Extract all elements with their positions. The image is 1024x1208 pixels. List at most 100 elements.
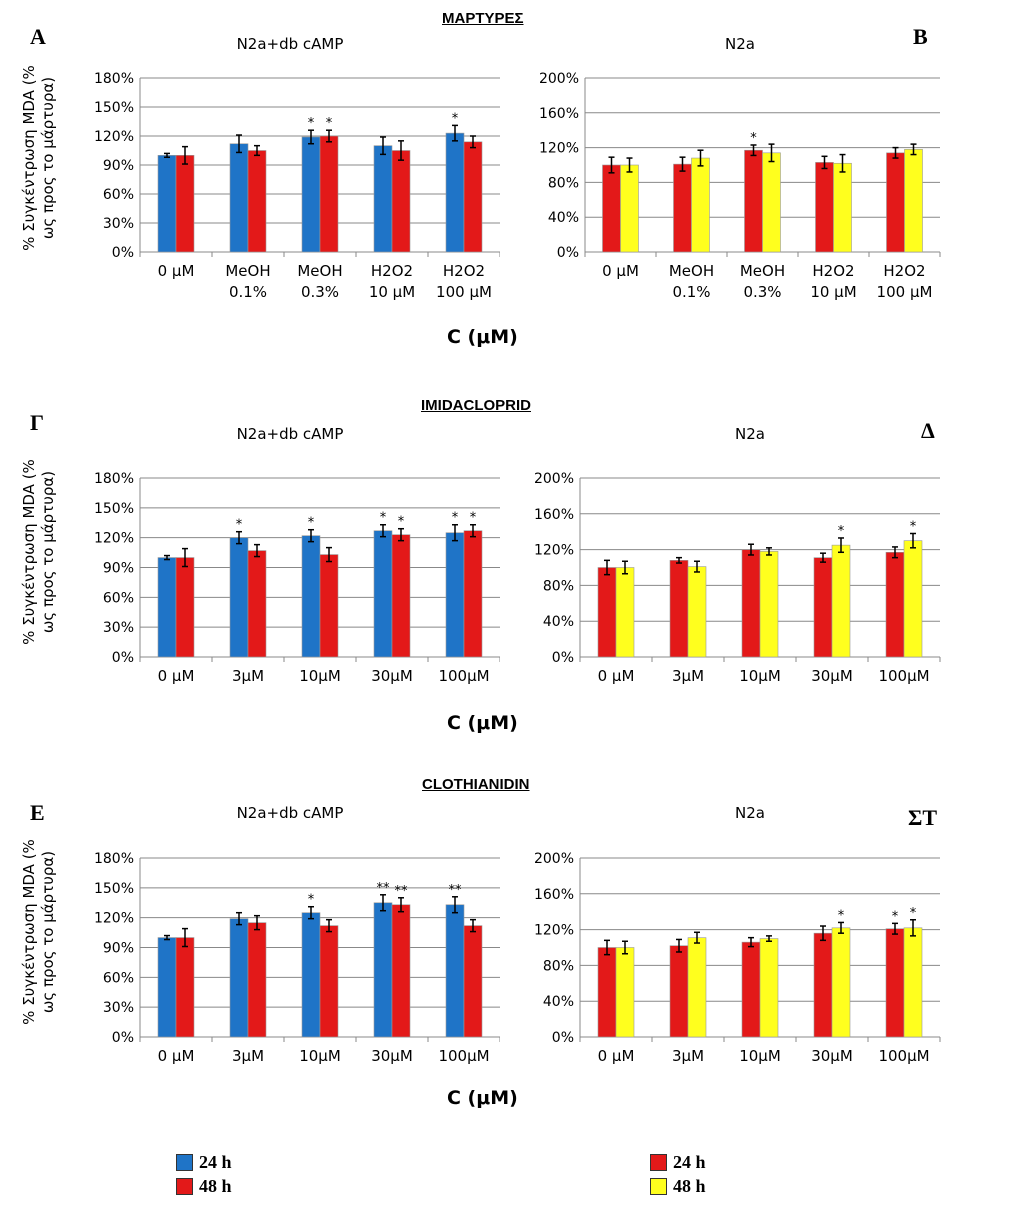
y-tick-label: 0% bbox=[112, 650, 134, 666]
bar bbox=[762, 152, 781, 253]
x-tick-label: 30μM bbox=[371, 667, 413, 685]
chart-epsilon-plot: 0% 30% 60% 90% 120% 150% 180% 0 μM 3μM * 10μM ** ** 3… bbox=[94, 851, 500, 1065]
bar bbox=[597, 567, 617, 658]
y-tick-label: 30% bbox=[103, 1000, 134, 1016]
section-title-clothianidin: CLOTHIANIDIN bbox=[422, 776, 530, 793]
y-tick-label: 160% bbox=[534, 507, 574, 523]
bar bbox=[463, 925, 483, 1038]
significance-mark: * bbox=[398, 515, 405, 530]
chart-title-gamma: N2a+db cAMP bbox=[236, 425, 344, 443]
x-tick-label: H2O2 bbox=[443, 262, 485, 280]
legend-swatch bbox=[176, 1154, 193, 1171]
y-tick-label: 80% bbox=[543, 958, 574, 974]
bar bbox=[886, 152, 905, 253]
bar bbox=[157, 557, 177, 658]
y-tick-label: 200% bbox=[534, 851, 574, 867]
x-tick-label: 100μM bbox=[878, 1047, 929, 1065]
chart-title-a: N2a+db cAMP bbox=[236, 35, 344, 53]
chart-gamma-plot: 0% 30% 60% 90% 120% 150% 180% 0 μM * 3μM * 10μM * * 30… bbox=[94, 471, 500, 685]
y-tick-label: 180% bbox=[94, 71, 134, 87]
bar bbox=[463, 141, 483, 253]
x-tick-label: 30μM bbox=[811, 667, 853, 685]
significance-mark: * bbox=[326, 116, 333, 131]
bar bbox=[903, 927, 923, 1038]
x-tick-label: H2O2 bbox=[883, 262, 925, 280]
x-tick-label: MeOH bbox=[669, 262, 714, 280]
legend-swatch bbox=[176, 1178, 193, 1195]
significance-mark: * bbox=[838, 908, 845, 923]
significance-mark: * bbox=[308, 516, 315, 531]
y-axis-label-line: % Συγκέντρωση MDA (% bbox=[20, 65, 38, 251]
x-tick-label: 10μM bbox=[299, 667, 341, 685]
x-tick-label: 0 μM bbox=[598, 667, 635, 685]
chart-title-epsilon: N2a+db cAMP bbox=[236, 804, 344, 822]
bar bbox=[373, 145, 393, 253]
bar bbox=[157, 937, 177, 1038]
chart-st-plot: 0% 40% 80% 120% 160% 200% 0 μM 3μM 10μM * 30μM * * 10… bbox=[534, 851, 941, 1065]
legend-swatch bbox=[650, 1154, 667, 1171]
y-tick-label: 80% bbox=[543, 578, 574, 594]
chart-b-plot: 0% 40% 80% 120% 160% 200% 0 μM MeOH 0.1% * MeOH 0.3… bbox=[539, 71, 941, 301]
panel-letter-a: A bbox=[30, 24, 46, 49]
y-tick-label: 150% bbox=[94, 100, 134, 116]
x-tick-label: 100μM bbox=[878, 667, 929, 685]
y-tick-label: 120% bbox=[94, 129, 134, 145]
panel-letter-gamma: Γ bbox=[30, 410, 44, 435]
bar bbox=[602, 164, 621, 253]
x-tick-label: 10 μM bbox=[810, 283, 856, 301]
bar bbox=[319, 135, 339, 253]
bar bbox=[229, 143, 249, 253]
y-tick-label: 30% bbox=[103, 620, 134, 636]
bar bbox=[759, 938, 779, 1038]
bar bbox=[247, 150, 267, 253]
bar bbox=[815, 162, 834, 253]
bar bbox=[319, 925, 339, 1038]
bar bbox=[175, 155, 195, 253]
y-tick-label: 160% bbox=[534, 887, 574, 903]
significance-mark: * bbox=[910, 519, 917, 534]
chart-title-st: N2a bbox=[735, 804, 765, 822]
bar bbox=[247, 922, 267, 1038]
y-tick-label: 120% bbox=[94, 531, 134, 547]
bar bbox=[301, 912, 321, 1038]
panel-letter-delta: Δ bbox=[921, 418, 935, 443]
bar bbox=[687, 566, 707, 658]
bar bbox=[759, 551, 779, 658]
bar bbox=[620, 164, 639, 253]
x-tick-label: 0 μM bbox=[598, 1047, 635, 1065]
bar bbox=[229, 537, 249, 658]
y-tick-label: 120% bbox=[534, 923, 574, 939]
significance-mark: * bbox=[308, 116, 315, 131]
y-tick-label: 40% bbox=[543, 994, 574, 1010]
x-tick-label: H2O2 bbox=[812, 262, 854, 280]
bar bbox=[615, 947, 635, 1038]
significance-mark: * bbox=[750, 131, 757, 146]
x-tick-label: 10μM bbox=[739, 1047, 781, 1065]
chart-a-plot: 0% 30% 60% 90% 120% 150% 180% 0 μM MeOH 0.1% * * MeO… bbox=[94, 71, 500, 301]
legend-label: 24 h bbox=[673, 1152, 706, 1172]
bar bbox=[669, 560, 689, 658]
x-tick-label: 3μM bbox=[232, 667, 264, 685]
x-tick-label: 0.1% bbox=[229, 283, 267, 301]
significance-mark: * bbox=[308, 893, 315, 908]
bar bbox=[885, 551, 905, 658]
bar bbox=[885, 928, 905, 1038]
legend-left-24h: 24 h bbox=[176, 1152, 232, 1173]
x-tick-label: 10 μM bbox=[369, 283, 415, 301]
legend-left-48h: 48 h bbox=[176, 1176, 232, 1197]
y-tick-label: 180% bbox=[94, 471, 134, 487]
x-tick-label: 0.3% bbox=[301, 283, 339, 301]
x-tick-label: 10μM bbox=[299, 1047, 341, 1065]
significance-mark: * bbox=[380, 511, 387, 526]
y-tick-label: 0% bbox=[557, 245, 579, 261]
y-tick-label: 90% bbox=[103, 561, 134, 577]
bar bbox=[373, 902, 393, 1038]
y-tick-label: 120% bbox=[539, 141, 579, 157]
y-tick-label: 60% bbox=[103, 970, 134, 986]
y-tick-label: 120% bbox=[534, 543, 574, 559]
panel-letter-st: ΣΤ bbox=[908, 805, 938, 830]
bar bbox=[673, 163, 692, 253]
bar bbox=[391, 534, 411, 658]
y-tick-label: 0% bbox=[552, 650, 574, 666]
bar bbox=[741, 941, 761, 1038]
